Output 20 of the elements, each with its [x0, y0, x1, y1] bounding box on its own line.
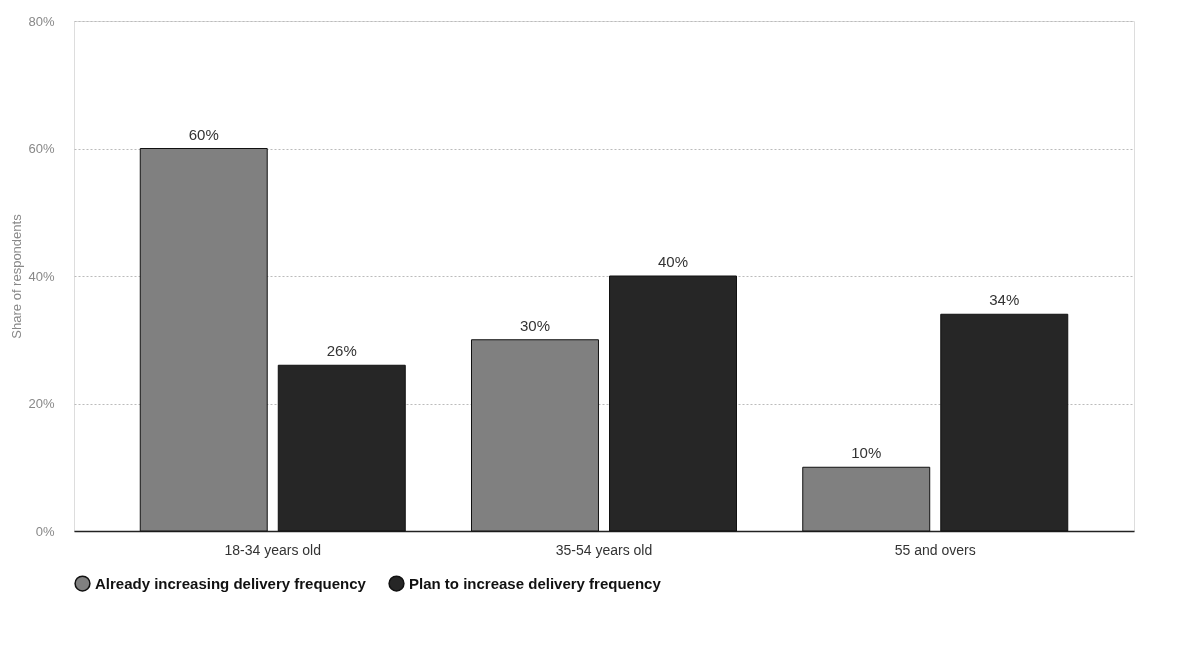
data-label: 30%	[519, 316, 551, 334]
y-tick-label: 80%	[28, 13, 55, 29]
y-tick-label: 60%	[28, 141, 55, 156]
y-tick-label: 0%	[35, 523, 55, 539]
data-label: 40%	[657, 253, 689, 270]
x-tick-label: 55 and overs	[894, 541, 976, 558]
data-label: 26%	[326, 342, 357, 360]
bar	[471, 339, 599, 532]
data-label: 60%	[188, 125, 219, 143]
legend-label: Plan to increase delivery frequency	[409, 574, 662, 592]
bar	[802, 466, 931, 532]
x-tick-label: 18-34 years old	[224, 541, 322, 558]
data-label: 34%	[989, 291, 1020, 309]
y-tick-label: 20%	[28, 396, 55, 411]
data-label: 10%	[851, 444, 882, 462]
x-tick-label: 35-54 years old	[555, 541, 653, 558]
legend-label: Already increasing delivery frequency	[95, 574, 367, 592]
y-tick-label: 40%	[28, 268, 55, 284]
bar	[139, 148, 268, 532]
y-axis-title: Share of respondents	[9, 213, 25, 339]
